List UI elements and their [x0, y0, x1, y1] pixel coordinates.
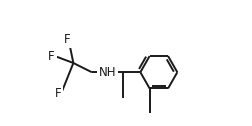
Text: F: F	[48, 50, 55, 63]
Text: NH: NH	[98, 66, 115, 79]
Text: F: F	[64, 33, 70, 46]
Text: F: F	[54, 87, 61, 100]
